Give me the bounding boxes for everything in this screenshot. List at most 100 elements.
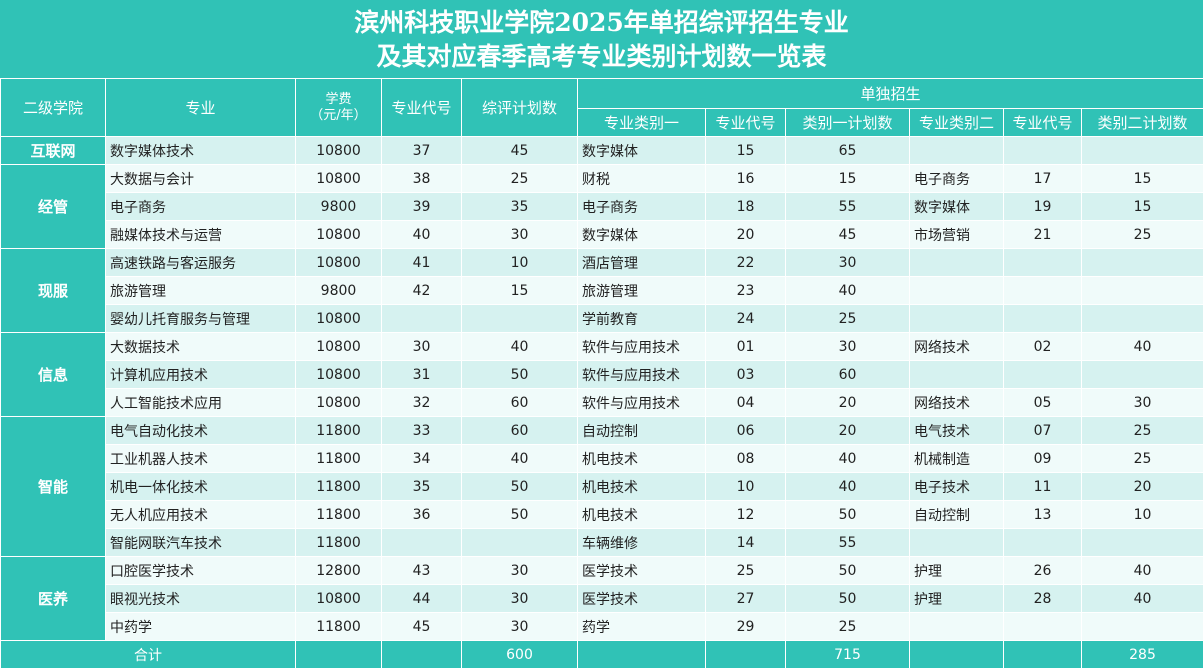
table-row: 机电一体化技术 11800 35 50 机电技术 10 40 电子技术 11 20 — [1, 472, 1203, 501]
cell-fee: 9800 — [295, 192, 382, 221]
cell-c1: 学前教育 — [577, 304, 706, 333]
cell-major: 电子商务 — [105, 192, 296, 221]
college-cell: 互联网 — [0, 136, 106, 165]
header-cat1: 专业类别一 — [577, 108, 706, 137]
cell-c2plan — [1080, 136, 1203, 165]
cell-c1: 财税 — [577, 164, 706, 193]
total-empty-cell — [1003, 640, 1082, 669]
cell-plan: 30 — [461, 220, 578, 249]
cell-c2 — [909, 528, 1004, 557]
cell-c1code: 03 — [705, 360, 786, 389]
header-tuition-label: 学费 — [325, 91, 352, 107]
cell-c2plan: 25 — [1080, 416, 1203, 445]
cell-plan: 30 — [461, 584, 578, 613]
cell-c1code: 23 — [705, 276, 786, 305]
cell-fee: 11800 — [295, 500, 382, 529]
cell-c1plan: 25 — [785, 304, 910, 333]
cell-code: 35 — [381, 472, 462, 501]
cell-major: 无人机应用技术 — [105, 500, 296, 529]
cell-fee: 11800 — [295, 472, 382, 501]
title-line-2: 及其对应春季高考专业类别计划数一览表 — [376, 42, 827, 71]
cell-fee: 10800 — [295, 584, 382, 613]
cell-c1: 自动控制 — [577, 416, 706, 445]
cell-c1: 机电技术 — [577, 472, 706, 501]
cell-c1plan: 50 — [785, 584, 910, 613]
cell-code: 34 — [381, 444, 462, 473]
header-college: 二级学院 — [0, 78, 106, 137]
cell-c1code: 01 — [705, 332, 786, 361]
table-row: 旅游管理 9800 42 15 旅游管理 23 40 — [1, 276, 1203, 305]
total-empty-cell — [909, 640, 1004, 669]
cell-c1code: 08 — [705, 444, 786, 473]
cell-code: 32 — [381, 388, 462, 417]
cell-c1: 机电技术 — [577, 500, 706, 529]
cell-major: 机电一体化技术 — [105, 472, 296, 501]
cell-c2code — [1003, 248, 1082, 277]
total-c1-plan: 715 — [785, 640, 910, 669]
table-row: 经管 大数据与会计 10800 38 25 财税 16 15 电子商务 17 15 — [0, 164, 1203, 249]
cell-plan: 40 — [461, 332, 578, 361]
cell-c2code: 17 — [1003, 164, 1082, 193]
cell-c2: 数字媒体 — [909, 192, 1004, 221]
cell-c1: 车辆维修 — [577, 528, 706, 557]
cell-c2 — [909, 612, 1004, 641]
cell-c2plan — [1080, 528, 1203, 557]
cell-c1: 医学技术 — [577, 584, 706, 613]
cell-code: 38 — [381, 164, 462, 193]
cell-c2code: 19 — [1003, 192, 1082, 221]
cell-c1code: 22 — [705, 248, 786, 277]
cell-c1: 电子商务 — [577, 192, 706, 221]
college-cell: 经管 — [0, 164, 106, 249]
cell-plan: 35 — [461, 192, 578, 221]
cell-code: 30 — [381, 332, 462, 361]
cell-code: 31 — [381, 360, 462, 389]
cell-c2: 市场营销 — [909, 220, 1004, 249]
cell-fee: 11800 — [295, 528, 382, 557]
total-empty-cell — [295, 640, 382, 669]
cell-plan: 25 — [461, 164, 578, 193]
cell-c1: 机电技术 — [577, 444, 706, 473]
cell-c1: 软件与应用技术 — [577, 332, 706, 361]
cell-c1plan: 30 — [785, 248, 910, 277]
college-cell: 医养 — [0, 556, 106, 641]
header-cat2-code: 专业代号 — [1003, 108, 1082, 137]
cell-plan: 30 — [461, 556, 578, 585]
total-label: 合计 — [0, 640, 296, 669]
cell-c2code: 26 — [1003, 556, 1082, 585]
cell-fee: 9800 — [295, 276, 382, 305]
cell-c2plan: 15 — [1080, 164, 1203, 193]
cell-c2: 护理 — [909, 556, 1004, 585]
cell-c1code: 25 — [705, 556, 786, 585]
cell-c2: 电子商务 — [909, 164, 1004, 193]
cell-c2plan — [1080, 304, 1203, 333]
cell-c1code: 29 — [705, 612, 786, 641]
header-tuition-unit: （元/年） — [310, 107, 367, 123]
cell-major: 高速铁路与客运服务 — [105, 248, 296, 277]
cell-c2code — [1003, 528, 1082, 557]
cell-code: 42 — [381, 276, 462, 305]
header-cat1-plan: 类别一计划数 — [785, 108, 910, 137]
cell-c2code: 05 — [1003, 388, 1082, 417]
cell-c2plan: 25 — [1080, 444, 1203, 473]
total-empty-cell — [705, 640, 786, 669]
cell-major: 融媒体技术与运营 — [105, 220, 296, 249]
cell-c2code: 13 — [1003, 500, 1082, 529]
table-row: 无人机应用技术 11800 36 50 机电技术 12 50 自动控制 13 10 — [1, 500, 1203, 529]
cell-plan: 45 — [461, 136, 578, 165]
cell-fee: 10800 — [295, 304, 382, 333]
cell-plan: 50 — [461, 360, 578, 389]
table-row: 融媒体技术与运营 10800 40 30 数字媒体 20 45 市场营销 21 25 — [1, 220, 1203, 249]
cell-c1plan: 50 — [785, 556, 910, 585]
cell-c1code: 12 — [705, 500, 786, 529]
cell-c2code: 02 — [1003, 332, 1082, 361]
total-empty-cell — [381, 640, 462, 669]
cell-c2plan — [1080, 276, 1203, 305]
total-row: 合计 600 715 285 — [0, 640, 1203, 669]
table-row: 智能 电气自动化技术 11800 33 60 自动控制 06 20 电气技术 07 25 — [0, 416, 1203, 557]
cell-c1code: 10 — [705, 472, 786, 501]
cell-c1plan: 25 — [785, 612, 910, 641]
cell-major: 大数据与会计 — [105, 164, 296, 193]
cell-fee: 11800 — [295, 444, 382, 473]
cell-plan: 60 — [461, 416, 578, 445]
header-cat1-code: 专业代号 — [705, 108, 786, 137]
